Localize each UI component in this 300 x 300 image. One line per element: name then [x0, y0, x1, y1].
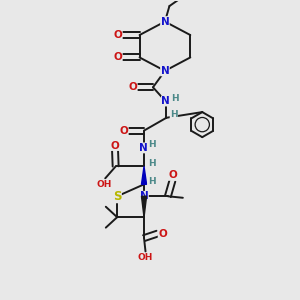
- Text: O: O: [113, 30, 122, 40]
- Text: OH: OH: [138, 253, 153, 262]
- Polygon shape: [142, 196, 147, 217]
- Text: N: N: [161, 96, 170, 106]
- Text: N: N: [160, 66, 169, 76]
- Text: O: O: [168, 170, 177, 180]
- Text: H: H: [148, 159, 156, 168]
- Text: N: N: [139, 143, 148, 153]
- Text: O: O: [128, 82, 137, 92]
- Text: O: O: [119, 126, 128, 136]
- Text: O: O: [113, 52, 122, 62]
- Text: O: O: [111, 140, 119, 151]
- Text: H: H: [172, 94, 179, 103]
- Text: S: S: [113, 190, 122, 203]
- Text: O: O: [158, 229, 167, 238]
- Polygon shape: [142, 167, 147, 184]
- Text: N: N: [140, 191, 148, 201]
- Text: OH: OH: [96, 180, 111, 189]
- Text: H: H: [148, 178, 155, 187]
- Text: H: H: [148, 140, 156, 149]
- Text: N: N: [160, 16, 169, 27]
- Text: H: H: [170, 110, 178, 119]
